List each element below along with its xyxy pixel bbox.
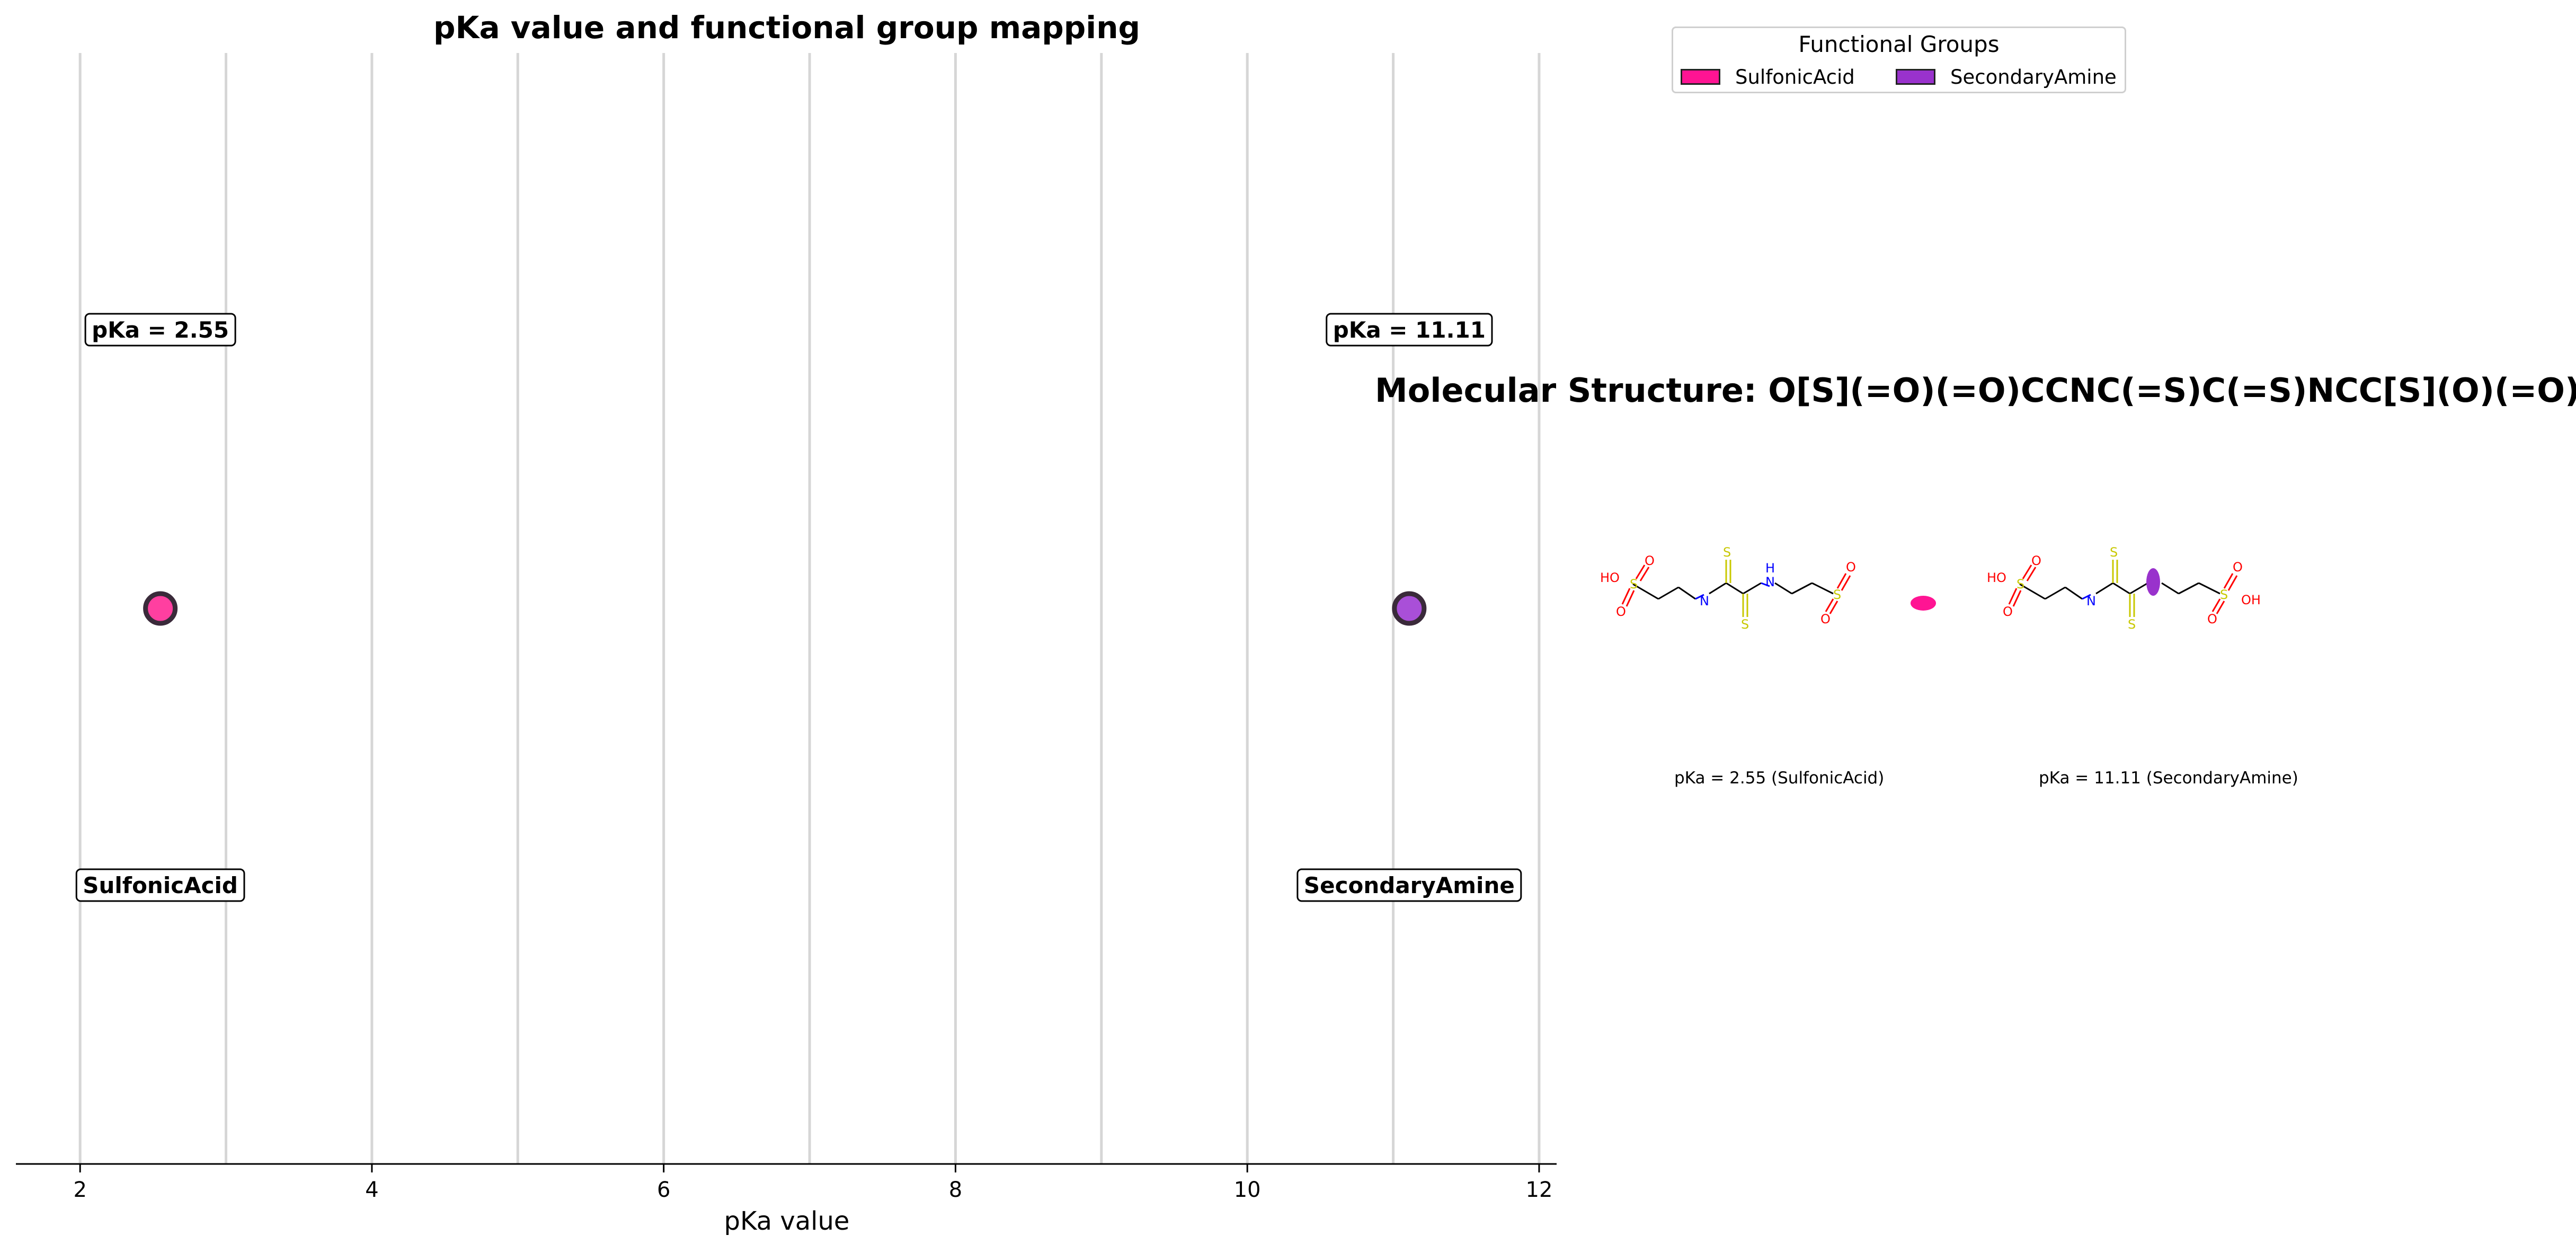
value-label-frame bbox=[1326, 313, 1493, 347]
data-point bbox=[143, 591, 178, 626]
group-label-frame bbox=[1296, 868, 1522, 902]
atom-label: S bbox=[1723, 545, 1731, 560]
atom-label: HO bbox=[1600, 570, 1620, 585]
atom-label: S bbox=[2110, 545, 2118, 560]
legend-label-secondary-amine: SecondaryAmine bbox=[1950, 65, 2117, 89]
molecule-caption-sulfonic-acid: pKa = 2.55 (SulfonicAcid) bbox=[1674, 769, 1885, 788]
legend-entry-secondary-amine: SecondaryAmine bbox=[1896, 65, 2117, 89]
data-points: pKa = 2.55 SulfonicAcid pKa = 11.11 Seconda… bbox=[75, 313, 1522, 902]
atom-label: O bbox=[1616, 604, 1626, 619]
value-label: pKa = 11.11 bbox=[1333, 317, 1486, 343]
x-tick-label: 2 bbox=[73, 1178, 86, 1202]
legend-swatch-secondary-amine bbox=[1896, 69, 1935, 85]
molecule-drawing-secondary-amine: HO S O O N S S S O O OH bbox=[1987, 545, 2261, 632]
grid-lines bbox=[78, 53, 1541, 1164]
atom-label: O bbox=[2207, 612, 2217, 626]
atom-label: O bbox=[2031, 553, 2041, 568]
molecule-drawing-sulfonic-acid: HO S O O N S S N H S O O bbox=[1600, 545, 1936, 632]
data-point bbox=[1392, 591, 1427, 626]
atom-label: N bbox=[2086, 594, 2096, 608]
atom-label: OH bbox=[2241, 593, 2261, 607]
group-label: SulfonicAcid bbox=[83, 872, 238, 898]
group-label-box: SecondaryAmine bbox=[1296, 868, 1522, 902]
atom-label: O bbox=[2003, 604, 2013, 619]
value-label: pKa = 2.55 bbox=[92, 317, 229, 343]
legend-swatch-sulfonic-acid bbox=[1681, 69, 1720, 85]
atom-label: O bbox=[1820, 612, 1831, 626]
x-tick-label: 12 bbox=[1526, 1178, 1553, 1202]
atom-label: HO bbox=[1987, 570, 2006, 585]
chart-title: pKa value and functional group mapping bbox=[433, 10, 1140, 46]
legend-label-sulfonic-acid: SulfonicAcid bbox=[1735, 65, 1855, 89]
value-label-box: pKa = 2.55 bbox=[84, 313, 236, 347]
atom-label: S bbox=[2017, 577, 2024, 592]
atom-label: N bbox=[1700, 594, 1709, 608]
legend-title: Functional Groups bbox=[1798, 31, 2000, 57]
molecule-caption-secondary-amine: pKa = 11.11 (SecondaryAmine) bbox=[2039, 769, 2298, 788]
atom-label: S bbox=[1630, 577, 1638, 592]
x-tick-label: 4 bbox=[365, 1178, 378, 1202]
x-tick-label: 6 bbox=[657, 1178, 670, 1202]
atom-label: S bbox=[1741, 617, 1749, 632]
atom-label: O bbox=[1645, 553, 1655, 568]
atom-label: S bbox=[2128, 617, 2136, 632]
group-label-frame bbox=[75, 868, 245, 902]
x-tick-label: 8 bbox=[949, 1178, 962, 1202]
x-axis-label: pKa value bbox=[724, 1206, 850, 1236]
group-label-box: SulfonicAcid bbox=[75, 868, 245, 902]
group-label: SecondaryAmine bbox=[1304, 872, 1515, 898]
x-axis: 2 4 6 8 10 12 bbox=[16, 1163, 1557, 1202]
x-tick-label: 10 bbox=[1234, 1178, 1261, 1202]
legend: Functional Groups SulfonicAcid Secondary… bbox=[1672, 27, 2126, 93]
atom-label: S bbox=[1833, 587, 1841, 602]
atom-label: N bbox=[1765, 575, 1775, 589]
legend-entry-sulfonic-acid: SulfonicAcid bbox=[1681, 65, 1855, 89]
molecule-title: Molecular Structure: O[S](=O)(=O)CCNC(=S… bbox=[1375, 371, 2576, 410]
atom-label: O bbox=[1846, 560, 1856, 575]
atom-label: H bbox=[1765, 561, 1775, 576]
value-label-frame bbox=[84, 313, 236, 347]
value-label-box: pKa = 11.11 bbox=[1326, 313, 1493, 347]
atom-label: S bbox=[2220, 587, 2228, 602]
atom-label: O bbox=[2233, 560, 2243, 575]
